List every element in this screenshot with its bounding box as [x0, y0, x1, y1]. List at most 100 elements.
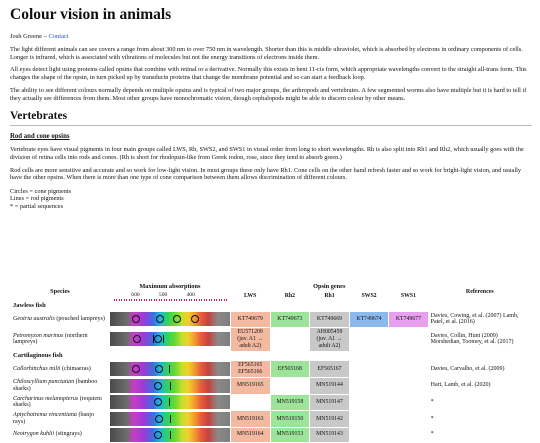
spectrum-bar [109, 411, 230, 426]
vertebrate-paragraph-1: Vertebrate eyes have visual pigments in … [10, 146, 524, 161]
opsin-sws2-cell [350, 428, 388, 442]
table-row: Neotrygon kuhlii (stingrays) MN519164 MN51… [11, 427, 531, 442]
header-sws2: SWS2 [361, 292, 377, 299]
scale-minor-tick [128, 298, 130, 301]
header-rh1: Rh1 [324, 292, 335, 299]
opsin-rh2-cell[interactable]: MN519158 [270, 394, 310, 411]
scale-minor-tick [178, 298, 180, 301]
scale-minor-tick [221, 298, 223, 301]
opsin-lws-cell[interactable]: KT749679 [230, 311, 270, 328]
species-scientific-name[interactable]: Neotrygon kuhlii [13, 431, 55, 438]
byline: Josh Greene – Contact [10, 33, 532, 41]
opsin-rh1-cell[interactable]: MN519142 [310, 411, 349, 427]
section-heading-vertebrates: Vertebrates [10, 110, 532, 127]
references-cell[interactable]: * [430, 415, 434, 422]
scale-minor-tick [126, 298, 128, 301]
legend-lines: Lines = rod pigments [10, 195, 64, 203]
species-common-name: (bamboo sharks) [13, 378, 98, 392]
scale-minor-tick [138, 298, 140, 301]
species-common-name: (stingrays) [54, 431, 82, 438]
scale-minor-tick [123, 298, 125, 301]
species-scientific-name[interactable]: Petromyzon marinus [13, 332, 64, 339]
references-cell[interactable]: * [430, 431, 434, 438]
opsin-sws2-cell[interactable]: KT749674 [349, 311, 389, 328]
rod-pigment-line [169, 381, 171, 390]
species-cell: Callorhinchus milii (chimaeras) [11, 361, 109, 377]
opsin-rh1-cell[interactable]: EF565167 [310, 361, 349, 377]
byline-separator: – [41, 33, 49, 40]
opsin-rh1-cell[interactable]: MN519147 [310, 394, 349, 411]
opsin-sws1-cell[interactable]: KT749677 [389, 311, 428, 328]
scale-minor-tick [146, 298, 148, 301]
opsin-sws2-cell [350, 378, 388, 394]
opsin-sws1-cell [389, 378, 427, 394]
rod-pigment-line [169, 414, 171, 423]
scale-minor-tick [171, 298, 173, 301]
header-opsin-genes: Opsin genes [313, 283, 346, 290]
opsin-sws2-cell [350, 361, 388, 377]
cone-pigment-circle [153, 335, 162, 344]
cone-pigment-circle [155, 414, 164, 423]
table-row: Carcharinus melanopterus (requiem sharks… [11, 394, 531, 411]
cone-pigment-circle [153, 430, 162, 439]
opsin-sws1-cell [389, 328, 427, 350]
opsin-rh1-cell[interactable]: MN519143 [310, 427, 349, 442]
opsin-rh2-cell[interactable]: KT749673 [270, 311, 310, 328]
references-cell[interactable]: Hart, Lamb, et al. (2020) [430, 382, 491, 389]
cone-pigment-circle [132, 315, 141, 324]
scale-minor-tick [206, 298, 208, 301]
cone-pigment-circle [155, 365, 164, 374]
references-cell[interactable]: Davies, Collin, Hunt (2009) Morshedian, … [430, 332, 514, 346]
opsin-rh1-cell[interactable]: KT749669 [310, 311, 349, 328]
header-sws1: SWS1 [400, 292, 416, 299]
references-cell[interactable]: Davies, Carvalho, et al. (2009) [430, 365, 505, 372]
opsin-table: Species Maximum absorptions Opsin genes … [10, 283, 532, 443]
table-row: Aptychotrema vincentiana (banjo rays) MN5… [11, 411, 531, 427]
header-species: Species [50, 288, 70, 295]
references-cell[interactable]: * [430, 398, 434, 405]
opsin-lws-cell[interactable]: EF565165 EF565166 [230, 361, 270, 377]
opsin-rh1-cell[interactable]: AH005459 (juv. A1 → adult A2) [310, 328, 349, 351]
cone-pigment-circle [132, 365, 141, 374]
scale-minor-tick [216, 298, 218, 301]
opsin-sws1-cell [389, 361, 427, 377]
opsin-rh2-cell [271, 328, 310, 350]
absorption-cell [109, 378, 230, 394]
opsin-sws1-cell [389, 411, 427, 427]
opsin-rh2-cell[interactable]: MN519150 [270, 411, 310, 427]
opsin-rh2-cell[interactable]: EF565168 [270, 361, 310, 377]
contact-link[interactable]: Contact [48, 33, 69, 40]
rod-pigment-line [168, 365, 170, 374]
scale-minor-tick [211, 298, 213, 301]
references-cell[interactable]: Davies, Cowing, et al. (2007) Lamb, Pate… [430, 312, 519, 326]
scale-minor-tick [116, 298, 118, 301]
absorption-cell [109, 427, 230, 442]
species-cell: Aptychotrema vincentiana (banjo rays) [11, 411, 109, 427]
species-cell: Geotria australis (pouched lampreys) [11, 312, 109, 328]
intro-paragraph-3: The ability to see different colours nor… [10, 86, 527, 102]
species-scientific-name[interactable]: Callorhinchus milii [13, 365, 61, 372]
species-scientific-name[interactable]: Aptychotrema vincentiana [13, 412, 77, 419]
table-row: Callorhinchus milii (chimaeras) EF565165 … [11, 361, 531, 377]
legend-circles: Circles = cone pigments [10, 188, 72, 196]
scale-minor-tick [131, 298, 133, 301]
opsin-lws-cell[interactable]: MN519163 [230, 411, 270, 427]
opsin-rh1-cell[interactable]: MN519144 [310, 377, 349, 394]
species-cell: Neotrygon kuhlii (stingrays) [11, 428, 109, 442]
scale-minor-tick [141, 298, 143, 301]
scale-minor-tick [186, 298, 188, 301]
opsin-rh2-cell[interactable]: MN519153 [270, 427, 310, 442]
opsin-lws-cell[interactable]: MN519165 [230, 377, 270, 394]
cone-pigment-circle [191, 315, 200, 324]
opsin-lws-cell[interactable]: MN519164 [230, 427, 270, 442]
scale-minor-tick [161, 298, 163, 301]
scale-minor-tick [153, 298, 155, 301]
spectrum-bar [109, 427, 230, 442]
scale-minor-tick [136, 298, 138, 301]
legend-partial: * = partial sequences [10, 202, 64, 210]
species-scientific-name[interactable]: Geotria australis [13, 315, 55, 322]
species-scientific-name[interactable]: Carcharinus melanopterus [13, 395, 79, 402]
opsin-lws-cell[interactable]: EU571209 (juv. A1 → adult A2) [230, 328, 270, 351]
species-scientific-name[interactable]: Chiloscyllium punctatum [13, 378, 75, 385]
scale-minor-tick [188, 298, 190, 301]
